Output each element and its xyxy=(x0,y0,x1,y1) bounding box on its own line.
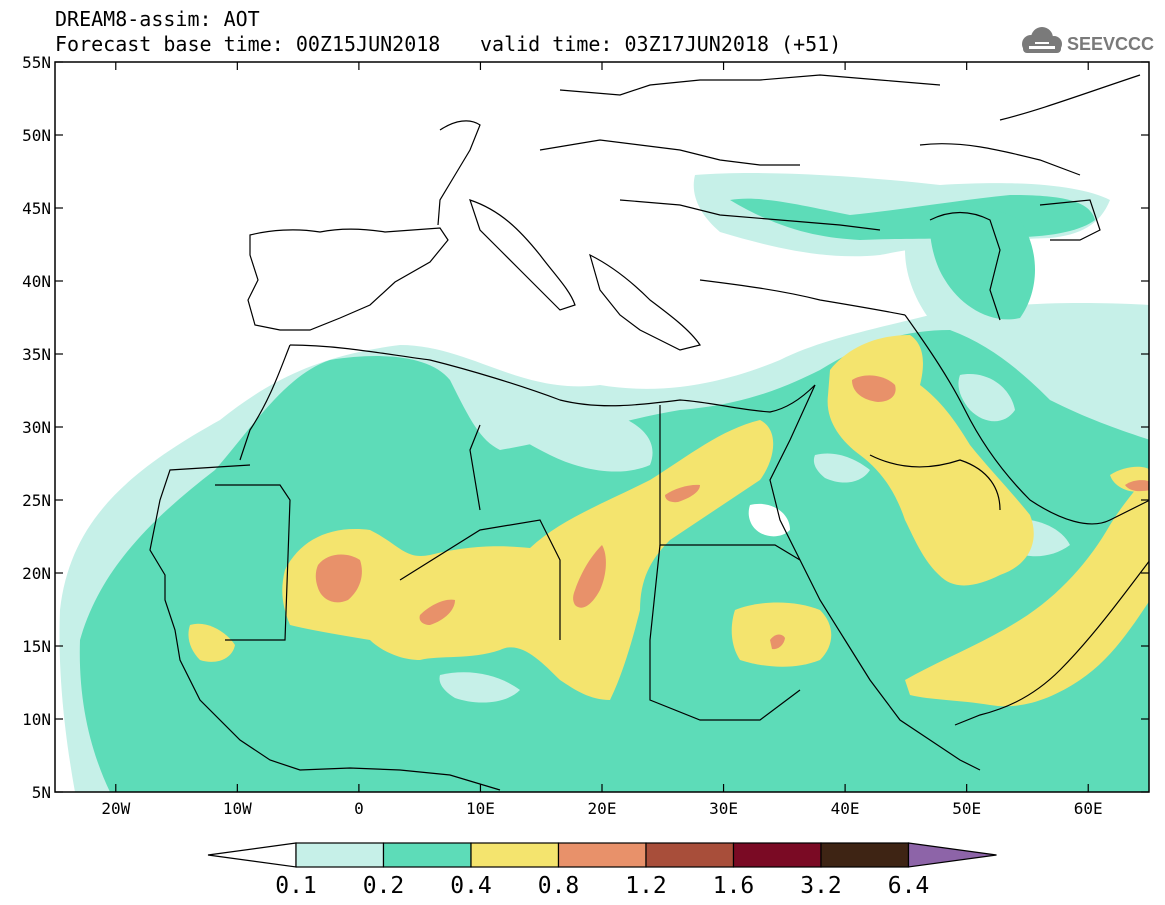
lon-tick-label: 50E xyxy=(952,799,981,818)
lat-tick-label: 50N xyxy=(22,126,51,145)
colorbar-label: 0.4 xyxy=(450,873,492,899)
colorbar-label: 0.2 xyxy=(363,873,405,899)
aot-field-low-patches xyxy=(439,374,1070,703)
valid-time-label: valid time: 03Z17JUN2018 (+51) xyxy=(480,32,842,56)
lat-tick-label: 40N xyxy=(22,272,51,291)
cloud-icon xyxy=(1022,27,1062,53)
forecast-times: Forecast base time: 00Z15JUN2018 valid ti… xyxy=(55,32,841,56)
colorbar-bin xyxy=(820,842,910,868)
colorbar-bin xyxy=(382,842,472,868)
lat-tick-label: 45N xyxy=(22,199,51,218)
coastlines-and-borders xyxy=(149,74,1149,791)
lon-tick-label: 60E xyxy=(1074,799,1103,818)
lon-tick-label: 10W xyxy=(223,799,252,818)
latitude-axis: 55N 50N 45N 40N 35N 30N 25N 20N 15N 10N 5N xyxy=(22,53,1149,802)
colorbar-label: 0.8 xyxy=(538,873,580,899)
lat-tick-label: 5N xyxy=(32,783,51,802)
lat-tick-label: 35N xyxy=(22,345,51,364)
colorbar-label: 0.1 xyxy=(275,873,317,899)
colorbar-bin xyxy=(470,842,560,868)
colorbar-label: 1.2 xyxy=(625,873,667,899)
lon-tick-label: 30E xyxy=(709,799,738,818)
lon-tick-label: 20E xyxy=(588,799,617,818)
colorbar-label: 3.2 xyxy=(800,873,842,899)
colorbar-over-arrow xyxy=(907,842,997,868)
colorbar-label: 6.4 xyxy=(888,873,930,899)
lat-tick-label: 10N xyxy=(22,710,51,729)
colorbar-bin xyxy=(732,842,822,868)
lat-tick-label: 55N xyxy=(22,53,51,72)
lat-tick-label: 25N xyxy=(22,491,51,510)
colorbar-label: 1.6 xyxy=(713,873,755,899)
seevccc-logo: SEEVCCC xyxy=(1015,24,1155,58)
longitude-axis: 20W 10W 0 10E 20E 30E 40E 50E 60E xyxy=(101,62,1103,818)
aot-field-0.8-1.2 xyxy=(315,375,1149,650)
lon-tick-label: 10E xyxy=(466,799,495,818)
lon-tick-label: 0 xyxy=(354,799,364,818)
colorbar-under-arrow xyxy=(207,842,297,868)
colorbar-bin xyxy=(557,842,647,868)
colorbar-bin xyxy=(295,842,385,868)
chart-title: DREAM8-assim: AOT xyxy=(55,7,260,31)
base-time-label: Forecast base time: 00Z15JUN2018 xyxy=(55,32,441,56)
lat-tick-label: 15N xyxy=(22,637,51,656)
lat-tick-label: 30N xyxy=(22,418,51,437)
lon-tick-label: 40E xyxy=(831,799,860,818)
lon-tick-label: 20W xyxy=(101,799,130,818)
colorbar-bin xyxy=(645,842,735,868)
lat-tick-label: 20N xyxy=(22,564,51,583)
logo-text: SEEVCCC xyxy=(1067,34,1154,54)
